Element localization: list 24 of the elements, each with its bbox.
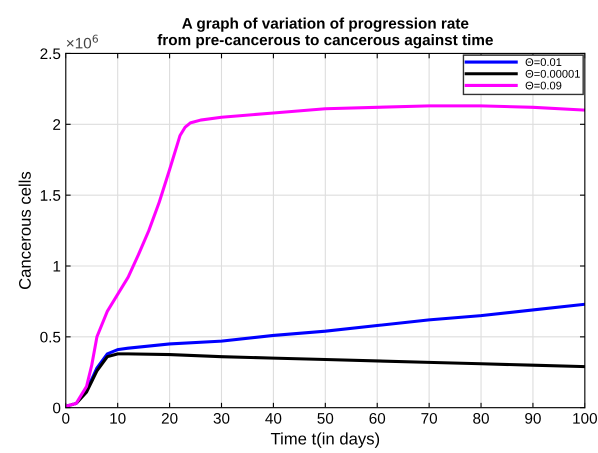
legend-label: Θ=0.00001 [526,70,580,78]
text: ×10$^{6}$ [66,34,98,49]
y-tick-label: 1.5 [40,190,60,201]
y-axis-title: Cancerous cells [18,172,31,290]
x-tick-label: 100 [573,412,597,424]
x-tick-label: 80 [473,412,489,424]
x-tick-label: 90 [525,412,541,424]
x-tick-label: 10 [110,412,126,424]
y-tick-label: 0.5 [40,332,60,343]
y-tick-label: 2.5 [40,48,60,60]
x-axis-title: Time t(in days) [270,432,380,448]
legend-label: Θ=0.01 [526,58,562,66]
x-tick-label: 30 [214,412,230,424]
x-tick-label: 50 [317,412,334,424]
y-tick-label: 2 [53,119,60,130]
x-tick-label: 70 [421,412,438,424]
x-tick-label: 60 [370,412,386,424]
y-tick-label: 0 [53,402,60,414]
chart-title: A graph of variation of progression rate from pre-cancerous to cancerous against time [157,18,493,48]
x-tick-label: 0 [62,412,70,424]
legend-label: Θ=0.09 [526,82,562,90]
x-tick-label: 40 [265,412,282,424]
y-tick-label: 1 [54,261,60,272]
x-tick-label: 20 [162,412,178,424]
